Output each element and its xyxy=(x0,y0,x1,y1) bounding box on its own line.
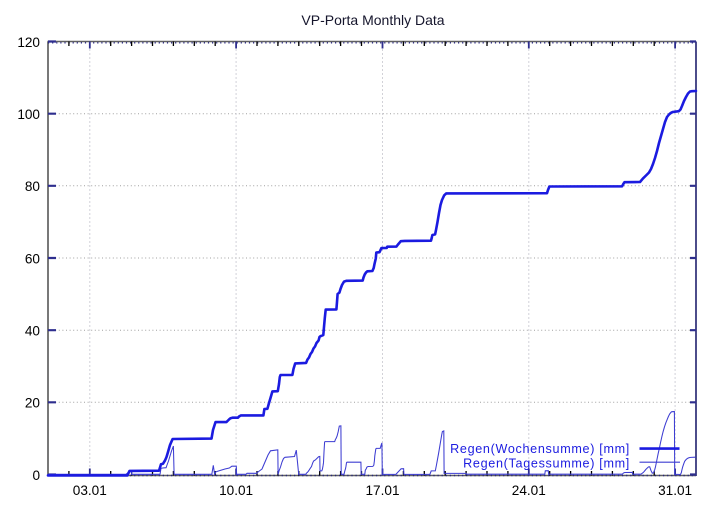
svg-text:Regen(Tagessumme) [mm]: Regen(Tagessumme) [mm] xyxy=(463,456,630,470)
svg-text:VP-Porta Monthly Data: VP-Porta Monthly Data xyxy=(301,12,444,28)
svg-text:100: 100 xyxy=(17,107,40,122)
svg-text:10.01: 10.01 xyxy=(219,483,253,498)
svg-text:0: 0 xyxy=(32,468,40,483)
svg-text:24.01: 24.01 xyxy=(512,483,546,498)
svg-text:40: 40 xyxy=(25,324,41,339)
svg-text:60: 60 xyxy=(25,251,41,266)
svg-text:120: 120 xyxy=(17,35,40,50)
svg-text:03.01: 03.01 xyxy=(73,483,107,498)
svg-text:20: 20 xyxy=(25,396,41,411)
svg-text:Regen(Wochensumme) [mm]: Regen(Wochensumme) [mm] xyxy=(450,442,630,456)
svg-text:31.01: 31.01 xyxy=(658,483,692,498)
svg-text:17.01: 17.01 xyxy=(365,483,399,498)
svg-text:80: 80 xyxy=(25,179,41,194)
